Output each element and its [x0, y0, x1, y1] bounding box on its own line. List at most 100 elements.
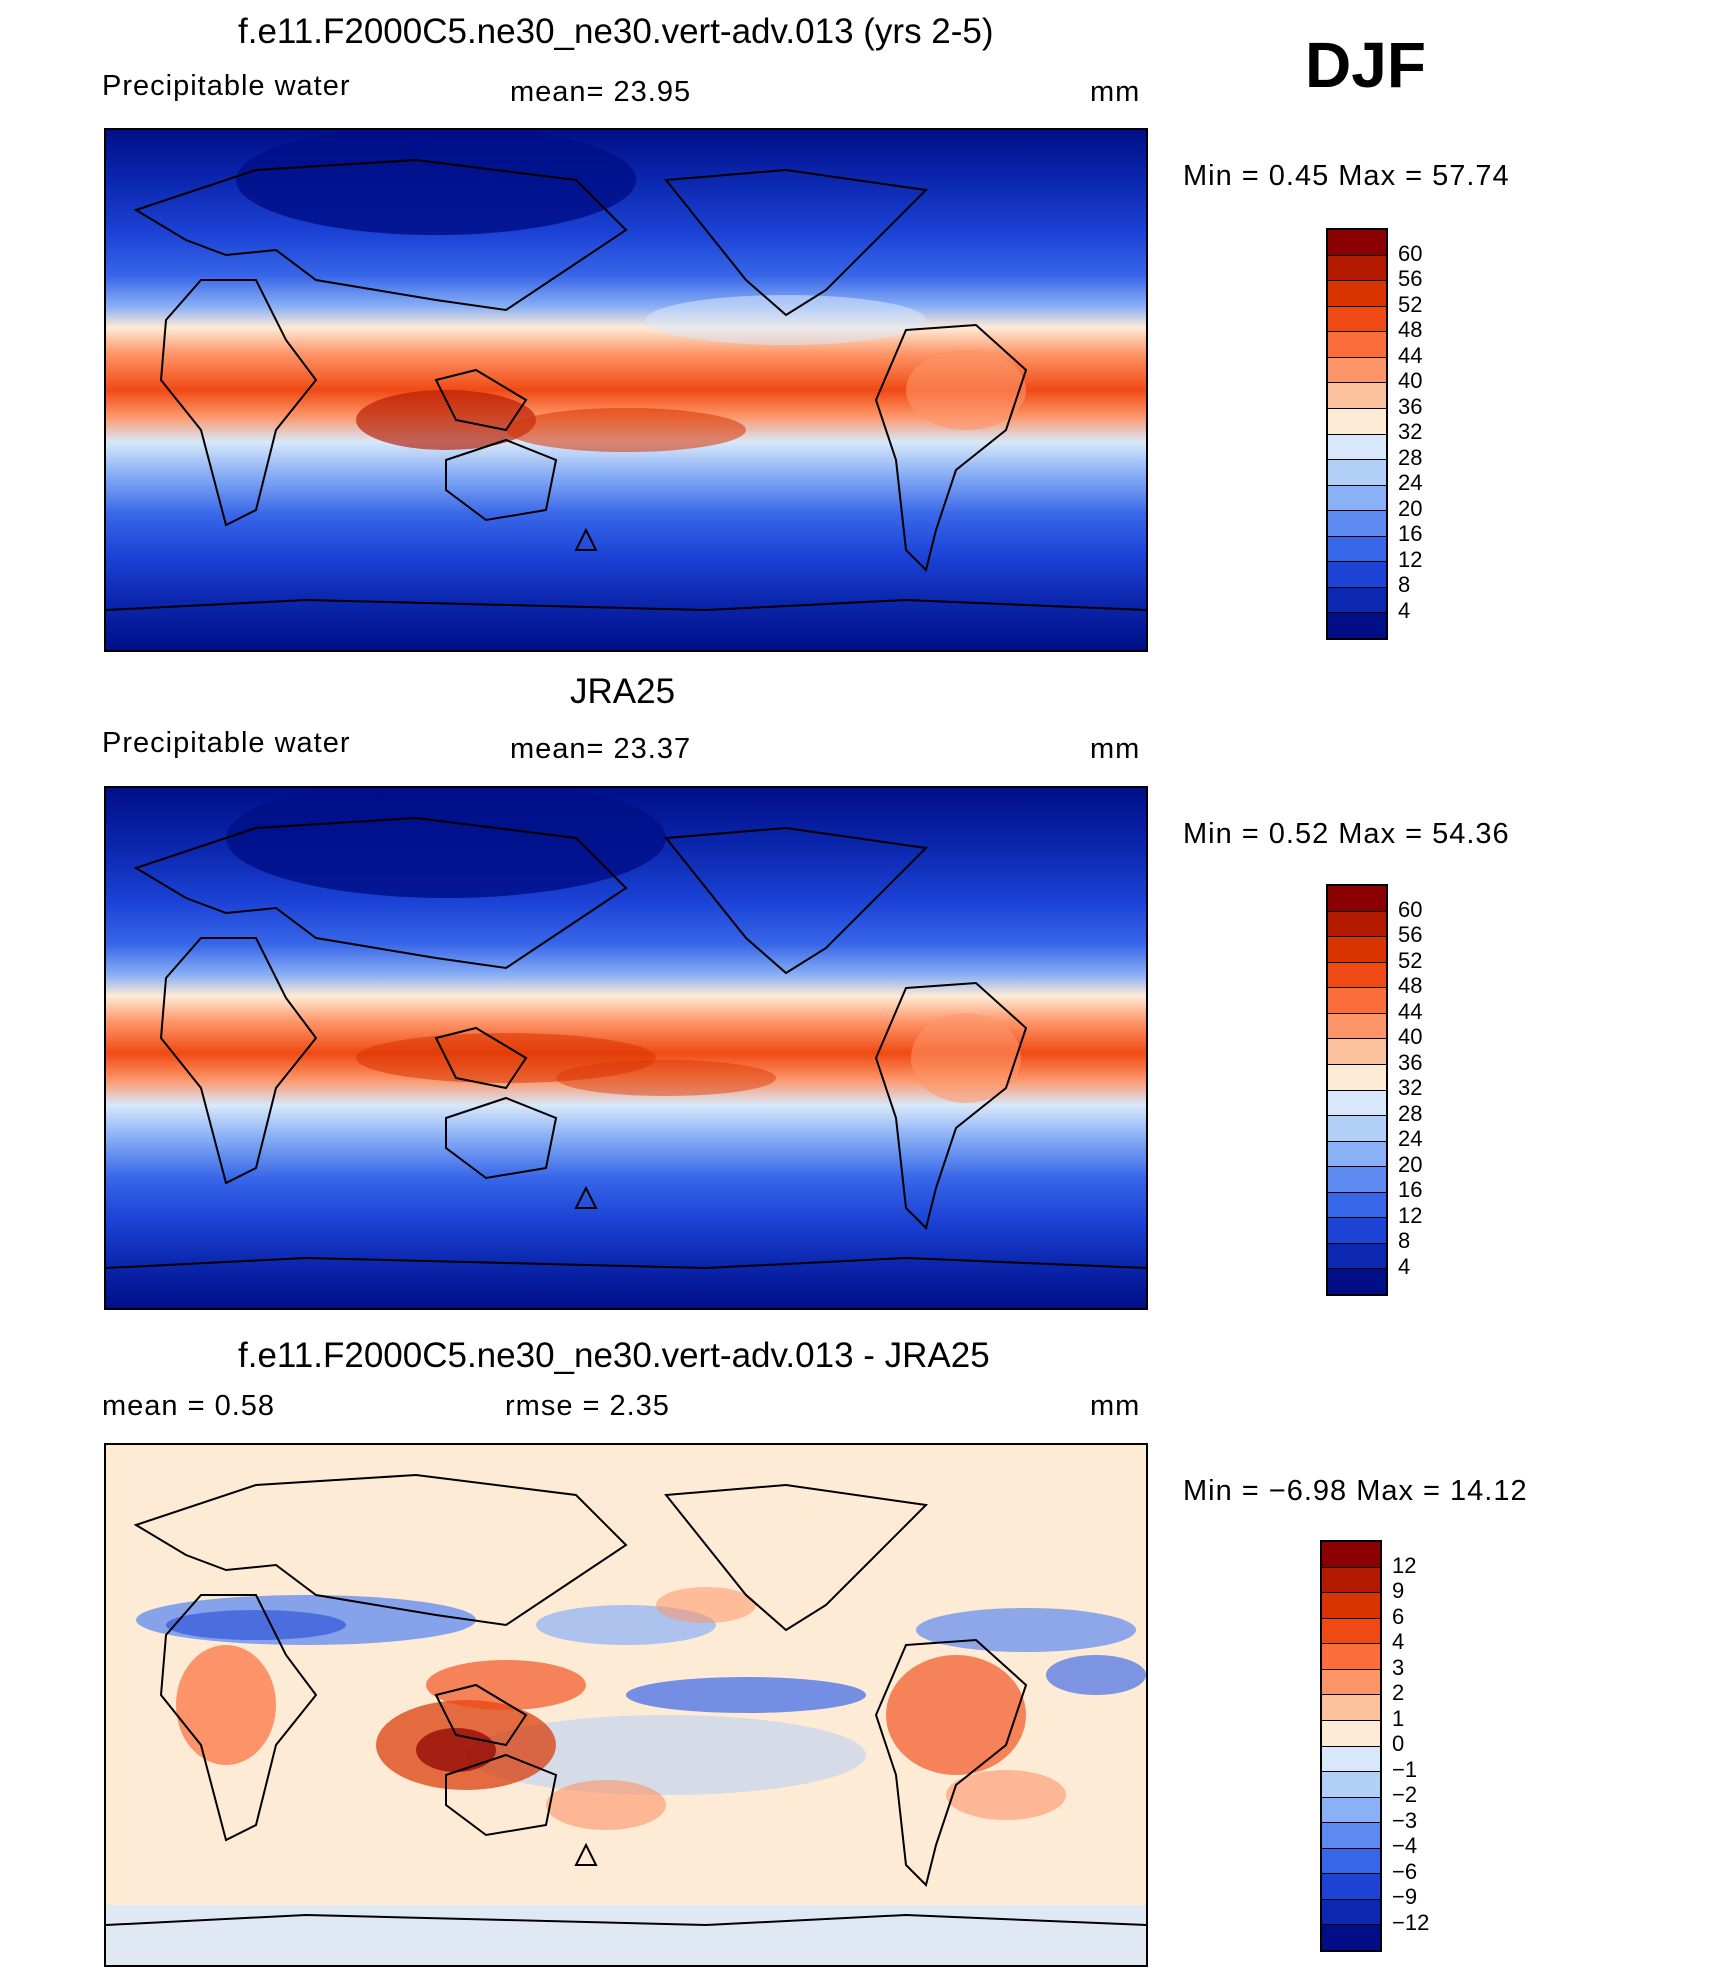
panel2-colorbar-label: 60	[1398, 896, 1423, 922]
panel3-title: f.e11.F2000C5.ne30_ne30.vert-adv.013 - J…	[238, 1336, 990, 1375]
panel1-colorbar-label: 48	[1398, 317, 1423, 342]
panel1-colorbar-bin	[1328, 536, 1386, 563]
panel1-colorbar-bin	[1328, 281, 1386, 307]
panel1-colorbar-bin	[1328, 613, 1386, 638]
panel1-variable-label: Precipitable water	[102, 70, 351, 102]
panel1-colorbar-bin	[1328, 460, 1386, 486]
panel3-colorbar-bin	[1322, 1542, 1380, 1568]
panel2-colorbar-label: 4	[1398, 1253, 1411, 1279]
panel1-colorbar-label: 20	[1398, 495, 1423, 521]
panel2-colorbar	[1326, 884, 1388, 1296]
panel1-title: f.e11.F2000C5.ne30_ne30.vert-adv.013 (yr…	[238, 12, 994, 51]
panel3-colorbar-bin	[1322, 1593, 1380, 1619]
panel1-colorbar-label: 28	[1398, 444, 1423, 470]
panel1-colorbar-label: 44	[1398, 342, 1423, 368]
panel2-variable-label: Precipitable water	[102, 727, 351, 759]
panel1-colorbar-bin	[1328, 434, 1386, 461]
panel2-colorbar-bin	[1328, 1013, 1386, 1040]
panel3-colorbar-label: −6	[1392, 1858, 1418, 1884]
panel2-colorbar-bin	[1328, 1218, 1386, 1244]
panel1-colorbar-bin	[1328, 230, 1386, 256]
panel1-colorbar-bin	[1328, 306, 1386, 333]
panel1-colorbar-label: 8	[1398, 572, 1411, 597]
panel3-units-label: mm	[1090, 1390, 1141, 1422]
panel3-colorbar-label: 2	[1392, 1680, 1405, 1705]
panel2-colorbar-label: 40	[1398, 1024, 1423, 1049]
panel3-colorbar-bin	[1322, 1823, 1380, 1849]
panel1-mean-label: mean= 23.95	[510, 76, 692, 108]
panel2-colorbar-label: 24	[1398, 1126, 1423, 1151]
panel1-colorbar-label: 52	[1398, 291, 1423, 317]
panel1-colorbar-bin	[1328, 587, 1386, 614]
panel2-colorbar-bin	[1328, 1064, 1386, 1091]
panel2-colorbar-bin	[1328, 1116, 1386, 1142]
panel1-colorbar-label: 56	[1398, 266, 1423, 291]
panel1-colorbar-label: 40	[1398, 368, 1423, 393]
panel1-colorbar-bin	[1328, 511, 1386, 537]
panel3-colorbar-label: −1	[1392, 1756, 1418, 1782]
panel2-colorbar-bin	[1328, 1269, 1386, 1294]
panel2-colorbar-bin	[1328, 886, 1386, 912]
panel2-colorbar-bin	[1328, 1141, 1386, 1168]
panel3-colorbar-bin	[1322, 1720, 1380, 1747]
season-label: DJF	[1305, 29, 1426, 101]
panel2-colorbar-label: 28	[1398, 1100, 1423, 1126]
panel3-colorbar-label: 12	[1392, 1552, 1417, 1578]
panel3-map-svg	[106, 1445, 1146, 1965]
panel3-minmax-label: Min = −6.98 Max = 14.12	[1183, 1475, 1528, 1507]
panel3-colorbar-bin	[1322, 1874, 1380, 1900]
panel3-rmse-label: rmse = 2.35	[505, 1390, 670, 1422]
panel3-colorbar-bin	[1322, 1695, 1380, 1721]
panel2-colorbar-label: 48	[1398, 973, 1423, 998]
panel2-colorbar-label: 20	[1398, 1151, 1423, 1177]
panel2-units-label: mm	[1090, 733, 1141, 765]
panel2-colorbar-label: 16	[1398, 1177, 1423, 1202]
panel3-colorbar-label: −9	[1392, 1884, 1418, 1909]
panel1-colorbar-bin	[1328, 485, 1386, 512]
panel3-colorbar-bin	[1322, 1848, 1380, 1875]
panel1-colorbar-label: 12	[1398, 546, 1423, 572]
panel2-minmax-label: Min = 0.52 Max = 54.36	[1183, 818, 1510, 850]
panel3-colorbar-bin	[1322, 1925, 1380, 1950]
panel2-colorbar-label: 56	[1398, 922, 1423, 947]
panel2-colorbar-label: 44	[1398, 998, 1423, 1024]
panel3-colorbar-label: 0	[1392, 1731, 1405, 1756]
panel2-title: JRA25	[570, 672, 676, 711]
panel2-colorbar-bin	[1328, 988, 1386, 1014]
panel3-colorbar	[1320, 1540, 1382, 1952]
panel2-colorbar-label: 12	[1398, 1202, 1423, 1228]
panel1-colorbar-label: 4	[1398, 597, 1411, 623]
panel2-colorbar-bin	[1328, 1090, 1386, 1117]
panel3-colorbar-bin	[1322, 1746, 1380, 1773]
panel1-colorbar-bin	[1328, 383, 1386, 409]
panel3-colorbar-bin	[1322, 1772, 1380, 1798]
panel3-colorbar-bin	[1322, 1618, 1380, 1645]
panel2-colorbar-label: 8	[1398, 1228, 1411, 1253]
panel3-colorbar-bin	[1322, 1669, 1380, 1696]
panel2-colorbar-label: 32	[1398, 1075, 1423, 1100]
panel1-colorbar-label: 24	[1398, 470, 1423, 495]
panel2-mean-label: mean= 23.37	[510, 733, 692, 765]
panel3-colorbar-label: 4	[1392, 1629, 1405, 1654]
panel1-colorbar-bin	[1328, 562, 1386, 588]
panel2-colorbar-label: 52	[1398, 947, 1423, 973]
panel2-colorbar-bin	[1328, 962, 1386, 989]
panel3-colorbar-bin	[1322, 1899, 1380, 1926]
panel2-colorbar-bin	[1328, 1167, 1386, 1193]
panel3-map	[104, 1443, 1148, 1967]
panel1-colorbar-bin	[1328, 332, 1386, 358]
panel1-colorbar	[1326, 228, 1388, 640]
panel2-colorbar-bin	[1328, 1243, 1386, 1270]
panel1-colorbar-label: 16	[1398, 521, 1423, 546]
panel3-colorbar-label: −12	[1392, 1909, 1430, 1935]
panel1-colorbar-label: 32	[1398, 419, 1423, 444]
panel3-colorbar-bin	[1322, 1644, 1380, 1670]
panel1-map-svg	[106, 130, 1146, 650]
panel3-colorbar-bin	[1322, 1567, 1380, 1594]
panel1-map	[104, 128, 1148, 652]
panel3-colorbar-label: 9	[1392, 1578, 1405, 1603]
panel3-colorbar-label: 6	[1392, 1603, 1405, 1629]
panel3-colorbar-label: 1	[1392, 1705, 1405, 1731]
panel2-map	[104, 786, 1148, 1310]
panel1-minmax-label: Min = 0.45 Max = 57.74	[1183, 160, 1510, 192]
